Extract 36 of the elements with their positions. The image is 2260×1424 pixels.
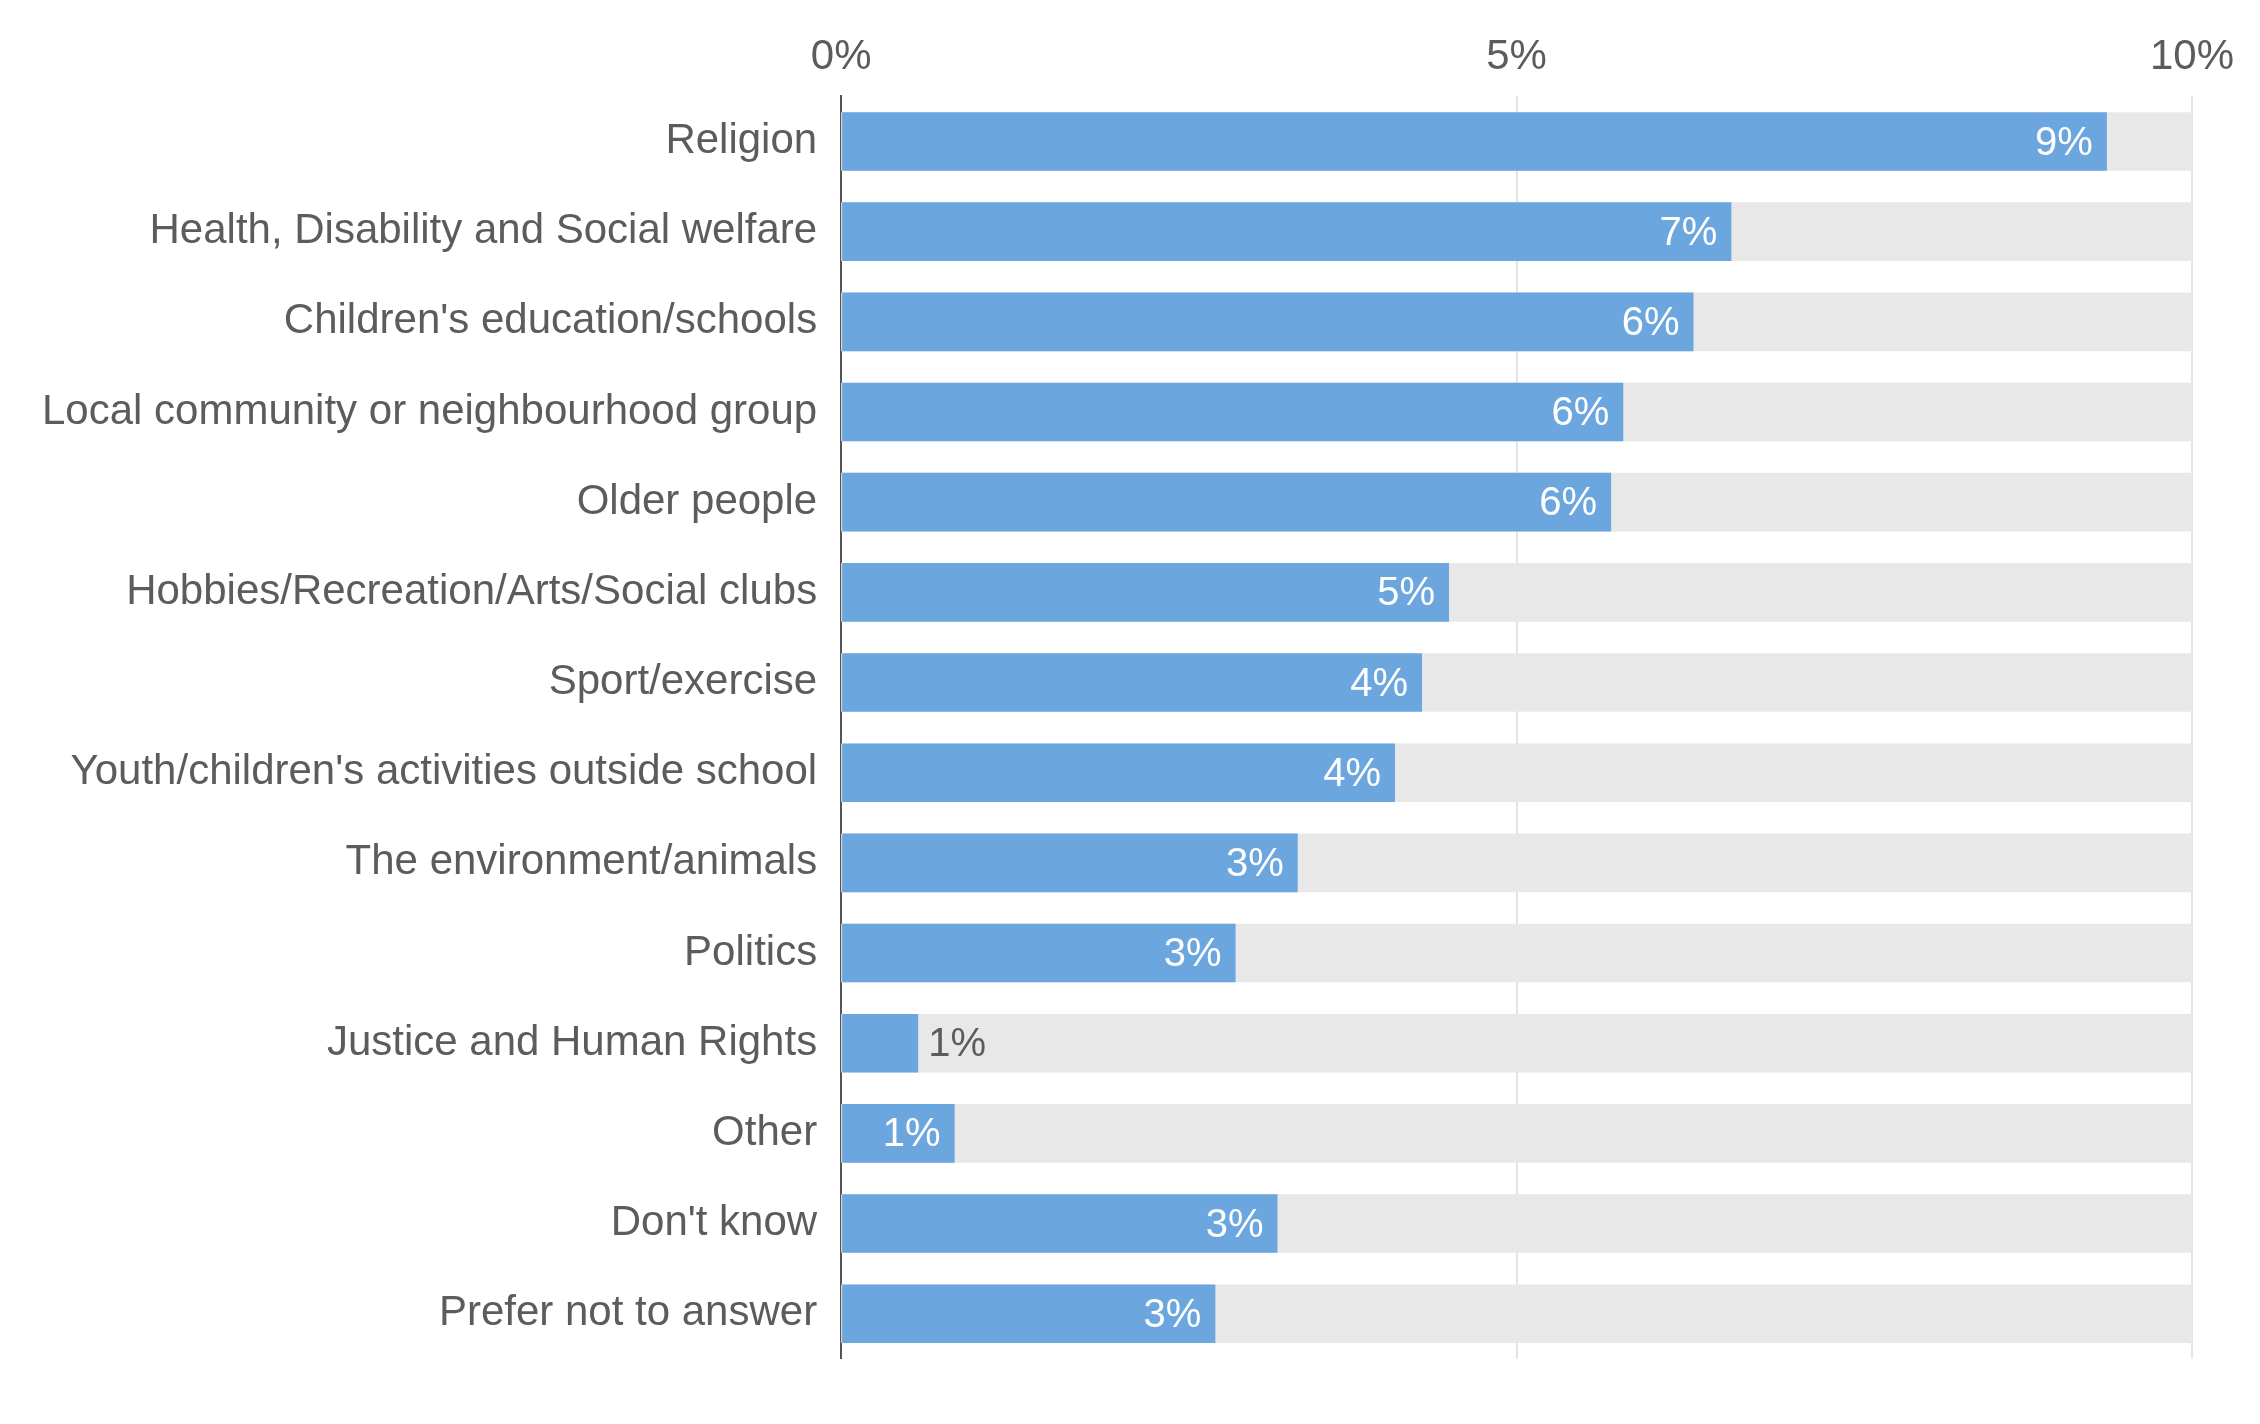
bar — [842, 1104, 955, 1163]
y-tick-label: Justice and Human Rights — [326, 1016, 818, 1064]
data-label: 3% — [1143, 1290, 1202, 1335]
data-label: 9% — [2035, 118, 2093, 163]
bar — [842, 1013, 919, 1073]
x-tick-label: 0% — [810, 30, 872, 78]
y-tick-label: Other — [712, 1106, 818, 1154]
y-tick-label: Youth/children's activities outside school — [70, 746, 818, 794]
data-label: 3% — [1225, 839, 1284, 884]
data-label: 6% — [1551, 389, 1610, 434]
y-tick-label: Politics — [684, 926, 818, 974]
data-label: 6% — [1621, 298, 1680, 343]
y-tick-label: Religion — [665, 115, 818, 163]
bar — [842, 1194, 1278, 1253]
bar — [842, 923, 1236, 983]
data-label: 1% — [882, 1110, 941, 1155]
x-tick-label: 10% — [2149, 30, 2234, 78]
y-tick-label: Don't know — [610, 1197, 818, 1245]
y-tick-label: Health, Disability and Social welfare — [149, 205, 818, 253]
x-tick-label: 5% — [1486, 30, 1547, 78]
y-tick-label: Hobbies/Recreation/Arts/Social clubs — [126, 565, 818, 613]
data-label: 3% — [1205, 1200, 1264, 1245]
data-label: 7% — [1659, 208, 1718, 253]
y-tick-label: Older people — [576, 475, 818, 523]
bar — [842, 1284, 1216, 1344]
data-label: 6% — [1539, 479, 1598, 524]
data-label: 4% — [1323, 749, 1381, 794]
y-tick-label: The environment/animals — [345, 836, 818, 884]
y-tick-label: Children's education/schools — [283, 295, 818, 343]
y-tick-label: Sport/exercise — [548, 656, 818, 704]
data-label: 4% — [1350, 659, 1408, 704]
data-label: 5% — [1377, 569, 1436, 614]
data-label: 3% — [1163, 930, 1222, 975]
y-tick-label: Local community or neighbourhood group — [42, 385, 818, 433]
data-label: 1% — [928, 1020, 986, 1065]
y-tick-label: Prefer not to answer — [438, 1287, 818, 1335]
